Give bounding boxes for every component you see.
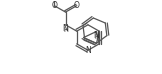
Text: N: N: [85, 46, 91, 55]
Text: H: H: [94, 34, 99, 40]
Text: N: N: [94, 31, 99, 40]
Text: H: H: [63, 27, 68, 33]
Text: O: O: [51, 1, 57, 10]
Text: O: O: [74, 1, 80, 10]
Text: N: N: [63, 24, 68, 33]
